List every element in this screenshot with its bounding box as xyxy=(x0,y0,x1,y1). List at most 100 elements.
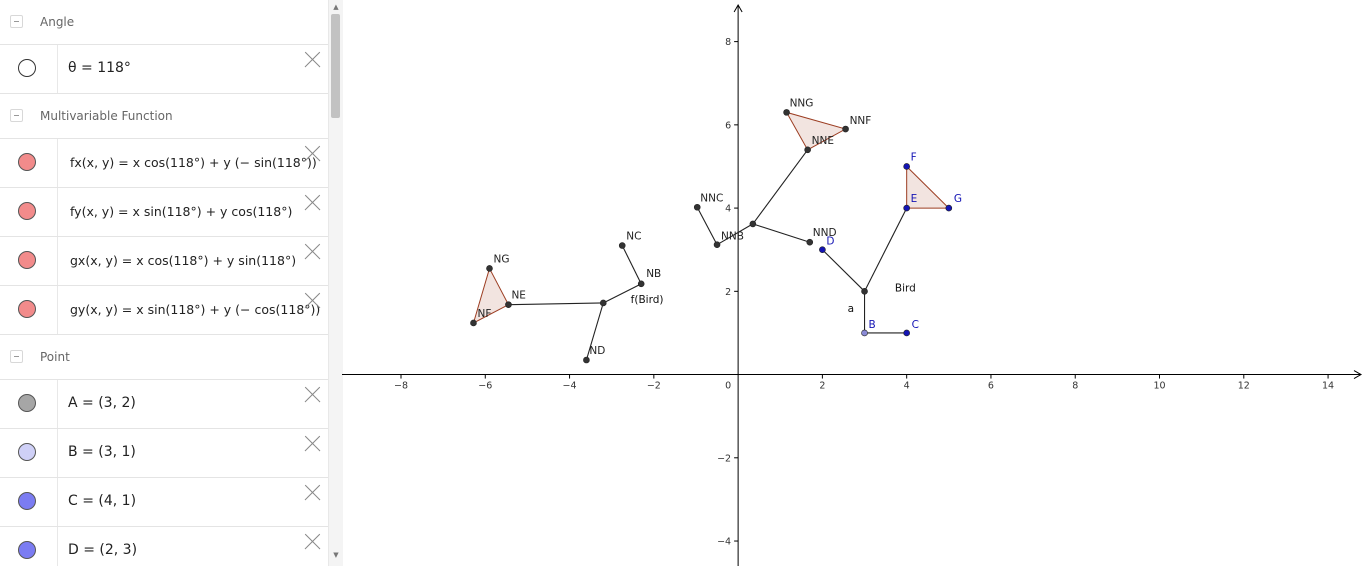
point-N-center[interactable] xyxy=(599,299,607,307)
point-NF-label: NF xyxy=(477,308,491,320)
collapse-icon[interactable] xyxy=(10,350,23,363)
algebra-item[interactable]: gy(x, y) = x sin(118°) + y (− cos(118°)) xyxy=(0,286,328,335)
visibility-toggle-icon[interactable] xyxy=(18,541,36,559)
point-NG[interactable] xyxy=(486,265,493,272)
category-header: Point xyxy=(0,335,328,380)
x-tick-label: 4 xyxy=(904,381,910,392)
category-label: Multivariable Function xyxy=(40,109,173,123)
delete-icon[interactable] xyxy=(303,533,321,551)
x-tick-label: −2 xyxy=(647,381,661,392)
algebra-expression[interactable]: fy(x, y) = x sin(118°) + y cos(118°) xyxy=(70,204,293,219)
algebra-item[interactable]: gx(x, y) = x cos(118°) + y sin(118°) xyxy=(0,237,328,286)
algebra-scrollbar[interactable]: ▲ ▼ xyxy=(328,0,343,566)
algebra-item[interactable]: B = (3, 1) xyxy=(0,429,328,478)
y-tick-label: 2 xyxy=(725,287,731,298)
algebra-expression[interactable]: gy(x, y) = x sin(118°) + y (− cos(118°)) xyxy=(70,302,321,317)
algebra-expression[interactable]: D = (2, 3) xyxy=(68,542,138,558)
label-bird[interactable]: Bird xyxy=(895,282,916,294)
y-axis-arrow-icon xyxy=(733,3,743,13)
delete-icon[interactable] xyxy=(303,51,321,69)
label-a[interactable]: a xyxy=(848,303,854,315)
y-tick-label: −4 xyxy=(717,537,731,548)
x-tick-label: −8 xyxy=(394,381,408,392)
point-E[interactable] xyxy=(903,204,910,212)
point-NC[interactable] xyxy=(618,242,626,249)
point-NF[interactable] xyxy=(470,319,477,327)
point-NE[interactable] xyxy=(505,301,512,308)
nn-segment-center-NNE[interactable] xyxy=(752,149,809,225)
algebra-expression[interactable]: fx(x, y) = x cos(118°) + y (− sin(118°)) xyxy=(70,155,317,170)
point-NNE[interactable] xyxy=(804,146,811,154)
n-segment-NB-NC[interactable] xyxy=(621,245,642,285)
algebra-expression[interactable]: A = (3, 2) xyxy=(68,395,136,411)
point-C-label: C xyxy=(912,319,919,331)
point-NB[interactable] xyxy=(637,280,645,288)
n-segment-center-NB[interactable] xyxy=(603,283,642,304)
scroll-down-icon[interactable]: ▼ xyxy=(333,551,339,559)
visibility-toggle-icon[interactable] xyxy=(18,202,36,220)
point-D[interactable] xyxy=(819,246,826,254)
divider xyxy=(57,139,58,187)
triangle-NNE-NNF-NNG[interactable] xyxy=(785,111,847,151)
divider xyxy=(57,380,58,428)
point-C[interactable] xyxy=(903,329,910,337)
algebra-expression[interactable]: gx(x, y) = x cos(118°) + y sin(118°) xyxy=(70,253,297,268)
point-NND[interactable] xyxy=(806,238,814,246)
divider xyxy=(57,188,58,236)
algebra-item[interactable]: fy(x, y) = x sin(118°) + y cos(118°) xyxy=(0,188,328,237)
visibility-toggle-icon[interactable] xyxy=(18,251,36,269)
point-NNB[interactable] xyxy=(713,241,721,249)
point-NNF-label: NNF xyxy=(850,115,872,127)
algebra-expression[interactable]: B = (3, 1) xyxy=(68,444,136,460)
scroll-thumb[interactable] xyxy=(331,14,340,118)
delete-icon[interactable] xyxy=(303,243,321,261)
nn-segment-center-NNB[interactable] xyxy=(716,223,754,246)
point-NNC[interactable] xyxy=(693,203,701,211)
label-f-bird[interactable]: f(Bird) xyxy=(631,294,664,306)
point-F[interactable] xyxy=(903,163,910,170)
visibility-toggle-icon[interactable] xyxy=(18,492,36,510)
category-header: Multivariable Function xyxy=(0,94,328,139)
visibility-toggle-icon[interactable] xyxy=(18,394,36,412)
delete-icon[interactable] xyxy=(303,386,321,404)
point-B[interactable] xyxy=(861,329,868,337)
point-NN-center[interactable] xyxy=(749,220,757,228)
algebra-view: Angle θ = 118° Multivariable Function fx(x,… xyxy=(0,0,329,566)
point-ND-label: ND xyxy=(589,345,605,357)
delete-icon[interactable] xyxy=(303,145,321,163)
algebra-expression[interactable]: θ = 118° xyxy=(68,60,131,76)
point-NNF[interactable] xyxy=(842,125,849,133)
visibility-toggle-icon[interactable] xyxy=(18,153,36,171)
graphics-view[interactable]: −8 −6 −4 −2 0 2 4 6 8 10 12 14 8 6 4 2 −2 −4 B C D E F G NNB NNC N… xyxy=(342,0,1366,566)
algebra-item[interactable]: θ = 118° xyxy=(0,45,328,94)
triangle-EFG[interactable] xyxy=(906,165,951,209)
point-NNG[interactable] xyxy=(783,109,790,116)
collapse-icon[interactable] xyxy=(10,109,23,122)
algebra-expression[interactable]: C = (4, 1) xyxy=(68,493,137,509)
nn-segment-center-NND[interactable] xyxy=(752,223,810,243)
delete-icon[interactable] xyxy=(303,484,321,502)
delete-icon[interactable] xyxy=(303,194,321,212)
collapse-icon[interactable] xyxy=(10,15,23,28)
bird-segment-AD[interactable] xyxy=(822,249,865,292)
algebra-item[interactable]: fx(x, y) = x cos(118°) + y (− sin(118°)) xyxy=(0,139,328,188)
visibility-toggle-icon[interactable] xyxy=(18,443,36,461)
delete-icon[interactable] xyxy=(303,435,321,453)
n-segment-center-ND[interactable] xyxy=(585,302,604,361)
triangle-NE-NF-NG[interactable] xyxy=(472,267,510,324)
delete-icon[interactable] xyxy=(303,292,321,310)
y-tick-label: −2 xyxy=(717,453,731,464)
point-G[interactable] xyxy=(945,204,953,212)
bird-segment-AE[interactable] xyxy=(864,207,908,292)
visibility-toggle-icon[interactable] xyxy=(18,59,36,77)
point-ND[interactable] xyxy=(583,356,590,364)
visibility-toggle-icon[interactable] xyxy=(18,300,36,318)
algebra-item[interactable]: C = (4, 1) xyxy=(0,478,328,527)
point-B-label: B xyxy=(869,319,876,331)
scroll-up-icon[interactable]: ▲ xyxy=(333,3,339,11)
nn-segment-NNB-NNC[interactable] xyxy=(696,206,718,245)
point-A[interactable] xyxy=(861,288,868,295)
n-segment-center-NE[interactable] xyxy=(508,302,604,306)
algebra-item[interactable]: A = (3, 2) xyxy=(0,380,328,429)
algebra-item[interactable]: D = (2, 3) xyxy=(0,527,328,566)
